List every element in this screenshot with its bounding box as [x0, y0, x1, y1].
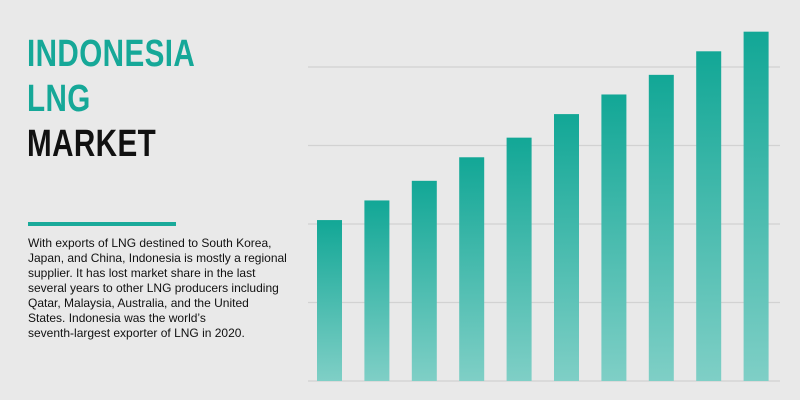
description-line: seventh-largest exporter of LNG in 2020. [28, 326, 245, 340]
bar [317, 220, 342, 381]
bar [601, 94, 627, 381]
title-line: LNG [27, 78, 91, 120]
divider [28, 222, 176, 226]
description-line: Qatar, Malaysia, Australia, and the Unit… [28, 296, 249, 310]
bar [459, 157, 485, 381]
description-line: With exports of LNG destined to South Ko… [28, 236, 272, 250]
bar [743, 31, 769, 382]
bar [411, 180, 437, 381]
title-line: MARKET [27, 123, 157, 165]
description-line: Japan, and China, Indonesia is mostly a … [28, 251, 287, 265]
title-line: INDONESIA [27, 33, 196, 75]
description-line: supplier. It has lost market share in th… [28, 266, 256, 280]
description: With exports of LNG destined to South Ko… [28, 236, 287, 341]
description-line: several years to other LNG producers inc… [28, 281, 279, 295]
bar [506, 137, 532, 381]
description-line: States. Indonesia was the world’s [28, 311, 206, 325]
bar [696, 51, 722, 382]
bar [364, 200, 390, 381]
bar [648, 74, 674, 381]
bar [554, 114, 579, 381]
